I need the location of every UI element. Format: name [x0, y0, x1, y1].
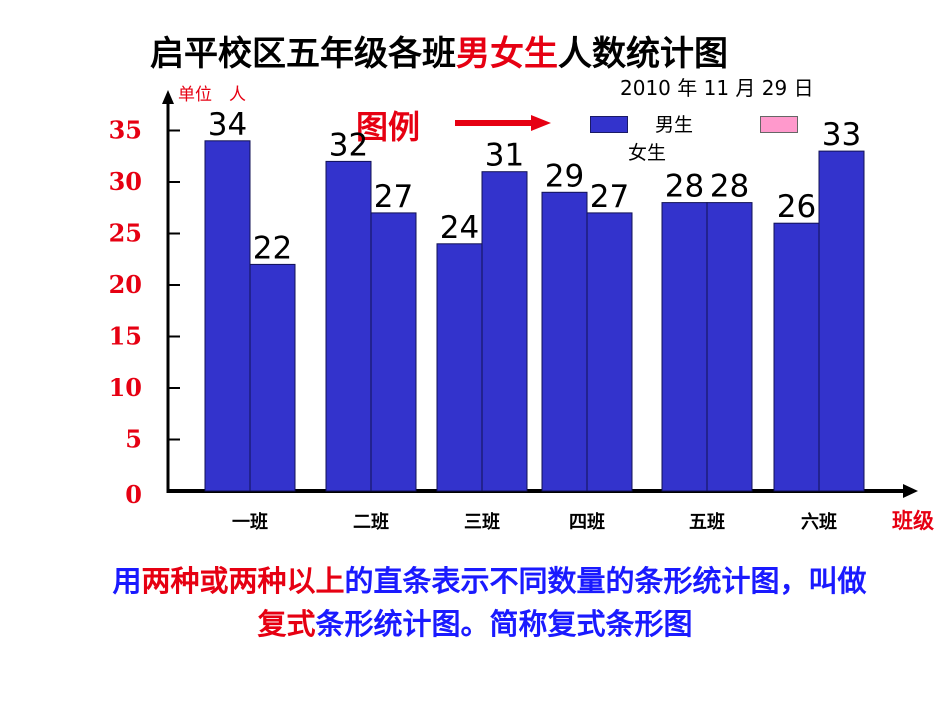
chart-date: 2010 年 11 月 29 日: [620, 76, 814, 100]
bar-4-0: [661, 202, 708, 492]
title-part1: 启平校区五年级各班: [150, 34, 456, 74]
caption-part5: 条形统计图。简称复式条形图: [315, 607, 693, 641]
data-label-3-0: 29: [545, 158, 584, 194]
data-label-1-0: 32: [329, 127, 368, 163]
data-label-3-1: 27: [590, 179, 629, 215]
x-tick-label-3: 四班: [569, 512, 605, 533]
legend-label-girls: 女生: [628, 142, 667, 164]
bar-0-0: [204, 140, 251, 492]
x-tick-label-5: 六班: [801, 511, 837, 533]
title-girls: 女: [490, 34, 524, 74]
data-label-2-1: 31: [485, 138, 524, 174]
bar-1-1: [370, 212, 417, 492]
bar-4-1: [706, 202, 753, 492]
data-label-1-1: 27: [374, 179, 413, 215]
legend-label-boys: 男生: [655, 114, 694, 136]
data-label-0-0: 34: [208, 107, 247, 143]
legend-title: 图例: [356, 108, 421, 146]
chart-title: 启平校区五年级各班男女生人数统计图: [150, 26, 728, 75]
x-tick-label-4: 五班: [689, 512, 725, 533]
x-tick-label-0: 一班: [232, 512, 268, 533]
data-label-5-0: 26: [777, 189, 816, 225]
y-tick-label-30: 30: [109, 167, 142, 196]
legend-swatch-girls: [760, 116, 798, 133]
title-part2: 人数统计图: [558, 34, 728, 74]
title-boys: 男: [456, 34, 490, 74]
y-tick-label-5: 5: [125, 425, 142, 454]
y-unit-label: 单位 人: [178, 85, 246, 105]
legend-swatch-boys: [590, 116, 628, 133]
bar-0-1: [249, 263, 296, 492]
y-tick-label-35: 35: [109, 116, 142, 145]
y-tick-label-15: 15: [109, 322, 142, 351]
title-sheng: 生: [524, 34, 558, 74]
bar-5-1: [818, 150, 865, 492]
y-axis-arrow-icon: [162, 90, 174, 104]
bar-1-0: [325, 160, 372, 492]
y-tick-label-10: 10: [109, 373, 142, 402]
x-tick-label-1: 二班: [353, 512, 389, 533]
bar-5-0: [773, 222, 820, 492]
data-label-4-0: 28: [665, 169, 704, 205]
caption-part3: 的直条表示不同数量的条形统计图，叫做: [344, 564, 867, 598]
bar-2-1: [481, 171, 528, 492]
x-axis-arrow-icon: [903, 484, 918, 498]
bar-3-1: [586, 212, 633, 492]
bar-3-0: [541, 191, 588, 492]
caption-part1: 用: [112, 564, 142, 598]
caption-part2: 两种或两种以上: [141, 564, 345, 598]
legend-arrow-icon: [455, 115, 551, 131]
data-label-4-1: 28: [710, 169, 749, 205]
caption-text: 用两种或两种以上的直条表示不同数量的条形统计图，叫做复式条形统计图。简称复式条形…: [80, 560, 870, 646]
data-label-0-1: 22: [253, 230, 292, 266]
x-tick-label-2: 三班: [464, 512, 500, 533]
caption-part4: 复式: [257, 607, 316, 641]
data-label-2-0: 24: [440, 210, 479, 246]
y-tick-label-0: 0: [125, 480, 142, 509]
x-axis-label: 班级: [892, 509, 934, 533]
y-tick-label-20: 20: [109, 270, 142, 299]
bar-2-0: [436, 243, 483, 492]
data-label-5-1: 33: [822, 117, 861, 153]
y-tick-label-25: 25: [109, 219, 142, 248]
